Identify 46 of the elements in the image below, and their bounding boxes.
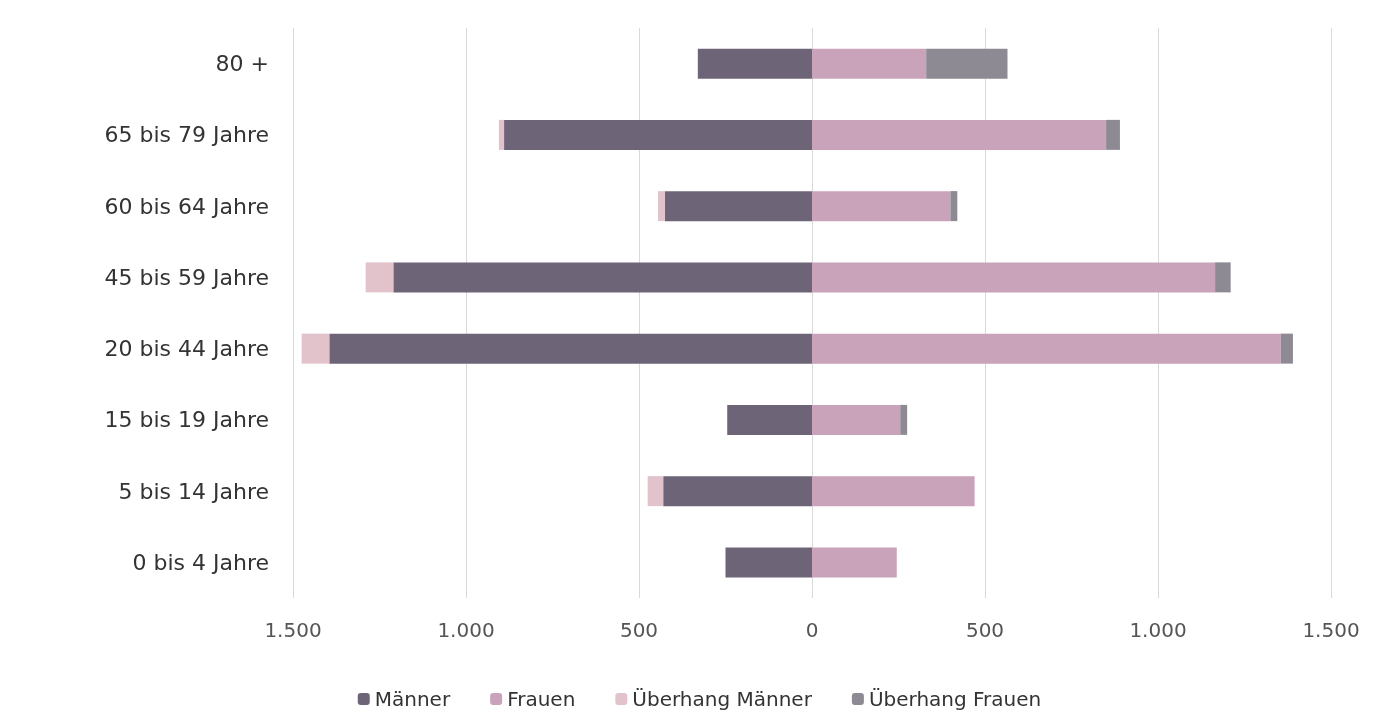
- bar: [812, 48, 927, 79]
- y-tick-label: 0 bis 4 Jahre: [132, 549, 269, 575]
- bar: [812, 404, 901, 435]
- x-tick-label: 500: [619, 618, 659, 642]
- bar: [393, 262, 812, 293]
- y-tick-label: 60 bis 64 Jahre: [104, 193, 269, 219]
- y-tick-label: 15 bis 19 Jahre: [104, 407, 269, 433]
- x-tick-label: 500: [965, 618, 1005, 642]
- bar: [900, 404, 908, 435]
- bar: [812, 262, 1216, 293]
- bar: [812, 476, 975, 507]
- y-tick-label: 20 bis 44 Jahre: [104, 336, 269, 362]
- y-tick-label: 45 bis 59 Jahre: [104, 264, 269, 290]
- bar: [647, 476, 664, 507]
- bar: [950, 191, 958, 222]
- y-tick-label: 65 bis 79 Jahre: [104, 122, 269, 148]
- bar: [727, 404, 812, 435]
- bar: [812, 191, 951, 222]
- x-tick-label: 1.500: [1302, 618, 1360, 642]
- bar: [812, 333, 1281, 364]
- y-tick-label: 80 +: [215, 51, 269, 77]
- bar: [329, 333, 812, 364]
- bar: [658, 191, 665, 222]
- legend-label: Männer: [374, 687, 451, 711]
- bar: [1106, 119, 1120, 150]
- bar: [664, 191, 812, 222]
- legend-label: Überhang Männer: [632, 687, 813, 711]
- bar: [812, 119, 1107, 150]
- bar: [926, 48, 1008, 79]
- x-tick-label: 1.000: [1129, 618, 1187, 642]
- bar: [725, 547, 812, 578]
- bar: [663, 476, 812, 507]
- x-tick-label: 1.500: [264, 618, 322, 642]
- bar: [1215, 262, 1231, 293]
- legend-label: Frauen: [507, 687, 576, 711]
- bar: [365, 262, 394, 293]
- bar: [812, 547, 897, 578]
- x-tick-label: 0: [805, 618, 819, 642]
- bar: [301, 333, 330, 364]
- bar: [498, 119, 505, 150]
- bar: [697, 48, 812, 79]
- x-tick-label: 1.000: [437, 618, 495, 642]
- y-tick-label: 5 bis 14 Jahre: [118, 478, 269, 504]
- bar: [504, 119, 812, 150]
- bar: [1280, 333, 1293, 364]
- legend-label: Überhang Frauen: [868, 687, 1042, 711]
